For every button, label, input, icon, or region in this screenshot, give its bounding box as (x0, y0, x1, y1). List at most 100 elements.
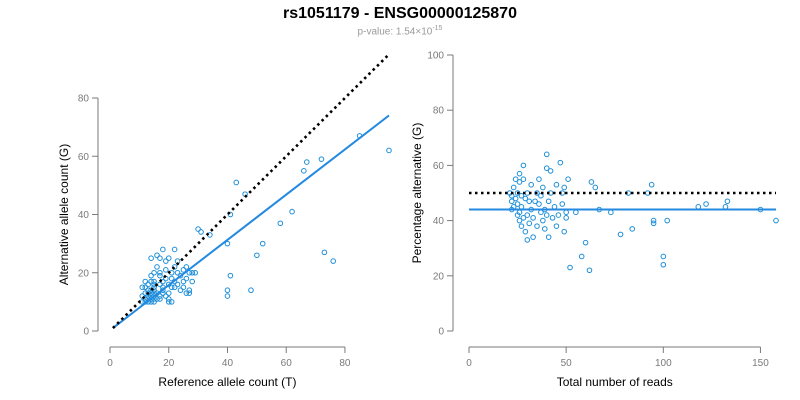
y-tick-label: 0 (438, 327, 444, 338)
data-point (189, 278, 196, 285)
data-point (567, 264, 573, 271)
data-point (528, 181, 534, 188)
data-point (145, 290, 151, 296)
x-tick-label: 0 (466, 358, 472, 369)
data-point (545, 234, 552, 240)
data-point (168, 299, 175, 305)
data-point (565, 176, 571, 182)
data-point (582, 239, 589, 246)
x-axis-label-left: Reference allele count (T) (158, 375, 296, 389)
y-tick-label: 100 (427, 51, 444, 62)
data-point (171, 246, 178, 253)
data-point (695, 204, 702, 210)
data-point (541, 226, 548, 232)
data-point (514, 201, 521, 207)
data-point (664, 217, 670, 224)
data-point (629, 226, 636, 232)
data-point (547, 168, 554, 174)
data-point (648, 181, 655, 188)
data-point (561, 184, 568, 191)
data-point (180, 267, 187, 273)
x-tick-label: 50 (561, 358, 573, 369)
data-point (227, 272, 234, 279)
data-point (157, 269, 163, 276)
data-point (189, 269, 196, 276)
data-point (148, 278, 154, 285)
data-point (259, 240, 266, 247)
data-point (543, 165, 550, 171)
data-point (192, 269, 198, 276)
data-point (530, 215, 536, 221)
data-point (524, 237, 531, 243)
data-point (559, 201, 566, 207)
data-point (518, 192, 525, 199)
x-tick-label: 60 (281, 358, 293, 369)
data-point (168, 284, 175, 291)
data-point (163, 258, 169, 264)
data-point (157, 296, 163, 302)
data-point (526, 220, 533, 227)
data-point (321, 249, 328, 256)
data-point (722, 204, 729, 210)
data-point (180, 284, 187, 291)
data-point (512, 195, 519, 202)
data-point (617, 231, 624, 238)
data-point (303, 159, 310, 165)
data-point (512, 176, 519, 182)
y-axis-label-left: Alternative allele count (G) (57, 144, 71, 285)
y-tick-label: 0 (83, 327, 89, 338)
data-point (139, 284, 146, 291)
data-point (224, 240, 231, 247)
data-point (540, 184, 546, 191)
data-point (277, 220, 284, 227)
data-point (148, 296, 154, 302)
data-point (148, 272, 154, 279)
data-point (177, 287, 184, 294)
data-point (573, 209, 579, 216)
data-point (233, 179, 240, 186)
x-tick-label: 40 (222, 358, 234, 369)
data-point (183, 264, 190, 270)
data-point (538, 192, 544, 199)
data-point (154, 296, 160, 302)
data-point (516, 179, 523, 185)
data-point (171, 284, 178, 291)
data-point (555, 212, 562, 218)
data-point (195, 226, 201, 232)
p-value-exponent: -15 (432, 25, 443, 32)
data-point (157, 255, 163, 261)
data-point (773, 217, 779, 224)
data-point (520, 215, 527, 221)
x-tick-label: 100 (655, 358, 672, 369)
data-point (563, 209, 569, 216)
data-point (157, 293, 163, 299)
data-point (142, 278, 149, 285)
data-point (186, 287, 193, 294)
data-point (516, 170, 523, 177)
data-point (148, 287, 154, 294)
data-point (557, 159, 564, 166)
p-value-text: p-value: 1.54×10 (357, 26, 433, 38)
fit-line-left (112, 114, 390, 329)
data-point (386, 147, 392, 154)
y-tick-label: 20 (78, 268, 90, 279)
data-point (522, 228, 529, 235)
data-point (139, 293, 146, 299)
data-point (524, 212, 531, 218)
data-point (142, 296, 149, 302)
data-point (145, 281, 151, 288)
data-point (142, 284, 149, 291)
y-tick-label: 80 (78, 94, 90, 105)
x-tick-label: 0 (107, 358, 113, 369)
data-point (183, 290, 190, 296)
data-point (508, 198, 515, 205)
data-point (224, 287, 231, 294)
data-point (540, 217, 546, 224)
data-point (301, 168, 307, 174)
data-point (660, 261, 667, 268)
data-point (165, 290, 172, 296)
data-point (163, 293, 169, 299)
data-point (520, 176, 527, 182)
y-axis-label-right: Percentage alternative (G) (410, 123, 424, 264)
